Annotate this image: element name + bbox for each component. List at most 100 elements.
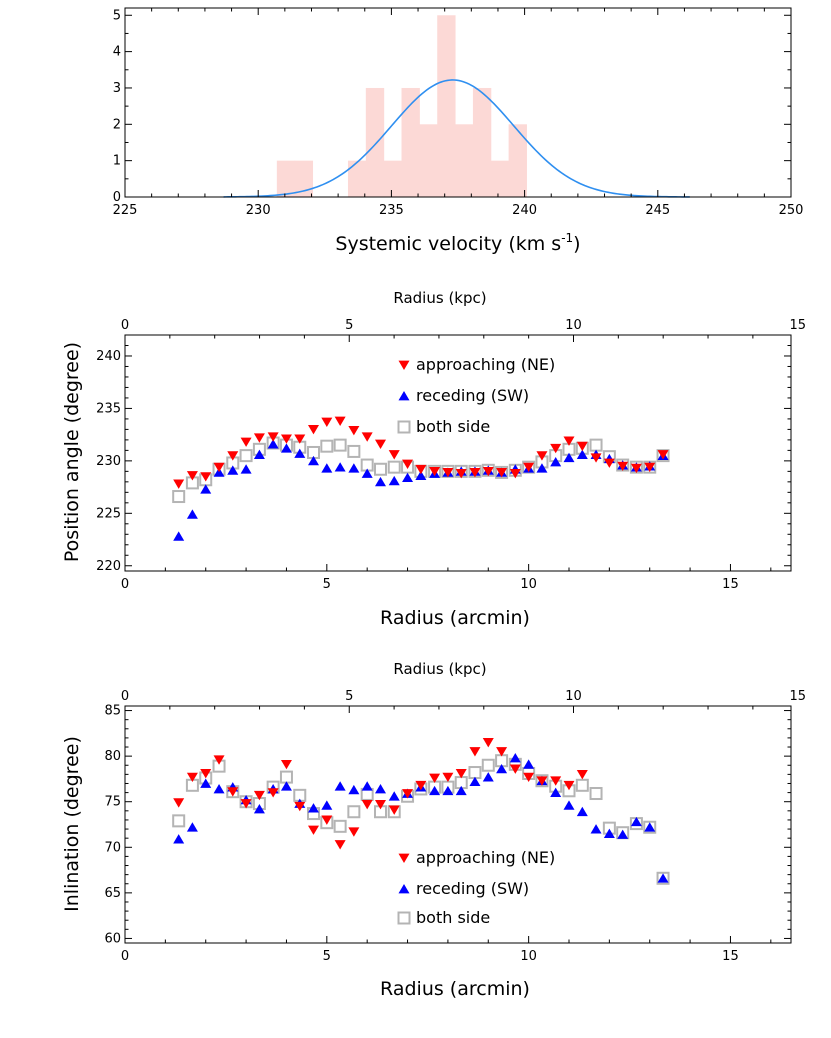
approaching-point (294, 434, 306, 444)
both-side-point (347, 444, 361, 458)
both-side-point (643, 820, 657, 834)
y-tick-label: 70 (104, 840, 121, 855)
approaching-point (563, 780, 575, 791)
top-x-tick-label: 5 (345, 318, 353, 333)
approaching-point (348, 827, 360, 837)
x-tick-label: 10 (520, 949, 537, 964)
y-tick-label: 60 (104, 931, 121, 946)
receding-point (388, 791, 400, 801)
x-tick-label: 225 (113, 203, 138, 218)
receding-point (550, 787, 562, 797)
receding-point (590, 824, 602, 834)
approaching-point (200, 769, 212, 779)
approaching-point (429, 773, 441, 783)
receding-point (442, 785, 454, 796)
both-side-point (481, 758, 495, 772)
approaching-point (455, 769, 467, 779)
x-tick-label: 250 (779, 203, 804, 218)
approaching-point (523, 462, 535, 473)
receding-point (563, 800, 575, 810)
receding-point (213, 784, 225, 794)
receding-point (630, 816, 642, 827)
both-side-point (656, 871, 670, 885)
y-tick-label: 65 (104, 886, 121, 901)
receding-point (334, 781, 346, 791)
legend-label-both-side: both side (416, 417, 490, 436)
y-tick-label: 230 (96, 454, 121, 469)
y-tick-label: 75 (104, 795, 121, 810)
receding-point (429, 785, 441, 796)
approaching-point (657, 450, 669, 460)
both-side-point (522, 460, 536, 474)
approaching-point (550, 443, 562, 454)
both-side-point (172, 490, 186, 504)
y-tick-label: 225 (96, 506, 121, 521)
receding-point (455, 785, 467, 796)
approaching-point (576, 441, 588, 452)
approaching-point (173, 798, 185, 808)
receding-point (361, 781, 373, 791)
top-x-tick-label: 10 (565, 689, 582, 704)
receding-point (307, 803, 319, 813)
approaching-point (334, 416, 346, 426)
approaching-point (415, 464, 427, 475)
approaching-point (321, 417, 333, 428)
x-axis-label: Radius (arcmin) (380, 607, 530, 629)
y-tick-label: 85 (104, 704, 121, 719)
receding-point (576, 806, 588, 817)
approaching-point (321, 815, 333, 825)
receding-point (496, 763, 508, 774)
approaching-point (307, 825, 319, 835)
histogram-bar (419, 124, 438, 197)
receding-point (563, 452, 575, 463)
receding-point (509, 753, 521, 763)
data-points (172, 738, 670, 885)
approaching-point (227, 787, 239, 797)
approaching-point (388, 805, 400, 815)
approaching-point (240, 437, 252, 447)
receding-point (213, 467, 225, 477)
histogram-bar (472, 87, 492, 197)
receding-point (200, 484, 212, 494)
approaching-point (429, 466, 441, 477)
receding-point (280, 781, 292, 791)
both-side-point (387, 460, 401, 474)
approaching-point (213, 755, 225, 765)
both-side-point (589, 438, 603, 452)
axis-ticks: 225 230 235 240 245 250 0 1 2 3 4 5 (113, 8, 804, 218)
top-axis-label: Radius (kpc) (393, 660, 486, 678)
receding-point (536, 463, 548, 473)
top-x-tick-label: 15 (789, 689, 806, 704)
both-side-point (535, 774, 549, 788)
approaching-point (307, 425, 319, 435)
receding-point (173, 531, 185, 541)
receding-point (402, 472, 414, 483)
histogram-bar (383, 160, 403, 197)
both-side-point (575, 778, 589, 792)
y-tick-label: 240 (96, 349, 121, 364)
receding-point (388, 475, 400, 486)
histogram-bar (490, 160, 510, 197)
approaching-point (469, 468, 481, 478)
receding-point (227, 465, 239, 475)
plot-frame (124, 7, 792, 198)
legend-label-both-side: both side (416, 908, 490, 927)
top-x-tick-label: 10 (565, 318, 582, 333)
approaching-point (523, 772, 535, 783)
approaching-point (267, 432, 279, 442)
approaching-point (173, 479, 185, 489)
approaching-point (388, 450, 400, 460)
plot-frame (124, 334, 792, 572)
receding-point (523, 759, 535, 769)
receding-point (576, 449, 588, 459)
x-tick-label: 5 (323, 577, 331, 592)
receding-point (240, 464, 252, 474)
x-axis-label: Radius (arcmin) (380, 978, 530, 1000)
approaching-point (186, 471, 198, 481)
both-side-point (279, 770, 293, 784)
both-side-point (374, 462, 388, 476)
histogram-bar (294, 160, 314, 197)
legend: approaching (NE) receding (SW) both side (397, 355, 555, 436)
histogram-bar (437, 15, 456, 198)
